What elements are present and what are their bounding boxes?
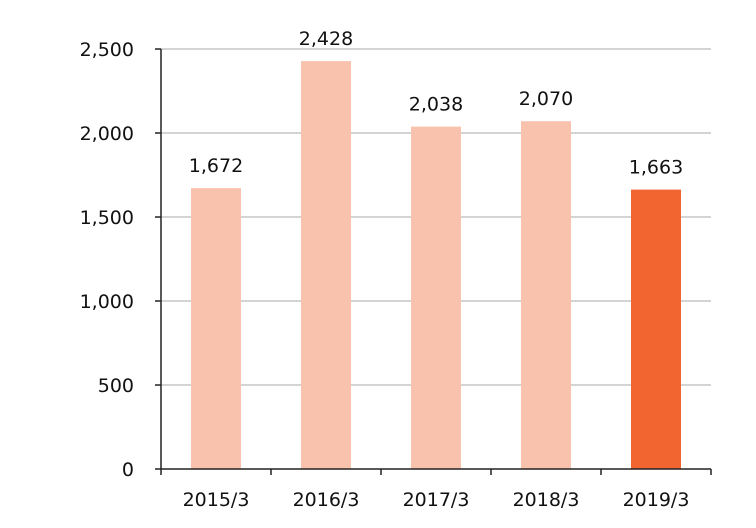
y-tick-label: 2,000 (80, 123, 134, 145)
labels: 0 500 1,000 1,500 2,000 2,500 1,672 2015/3 2,428… (80, 28, 690, 511)
bar (521, 121, 571, 470)
bar (301, 61, 351, 469)
x-tick-label: 2019/3 (623, 489, 690, 511)
x-tick-label: 2016/3 (293, 489, 360, 511)
y-tick-label: 0 (122, 459, 134, 481)
bars (191, 61, 681, 470)
x-tick-label: 2015/3 (183, 489, 250, 511)
data-label: 1,672 (189, 155, 243, 177)
y-tick-label: 500 (98, 375, 134, 397)
y-tick-label: 1,500 (80, 207, 134, 229)
x-tick-label: 2017/3 (403, 489, 470, 511)
axes (155, 48, 712, 475)
y-tick-label: 2,500 (80, 39, 134, 61)
bar (411, 126, 461, 469)
data-label: 2,428 (299, 28, 353, 50)
data-label: 2,038 (409, 94, 463, 116)
data-label: 2,070 (519, 88, 573, 110)
bar (631, 189, 681, 469)
x-tick-label: 2018/3 (513, 489, 580, 511)
bar (191, 188, 241, 469)
y-tick-label: 1,000 (80, 291, 134, 313)
data-label: 1,663 (629, 157, 683, 179)
